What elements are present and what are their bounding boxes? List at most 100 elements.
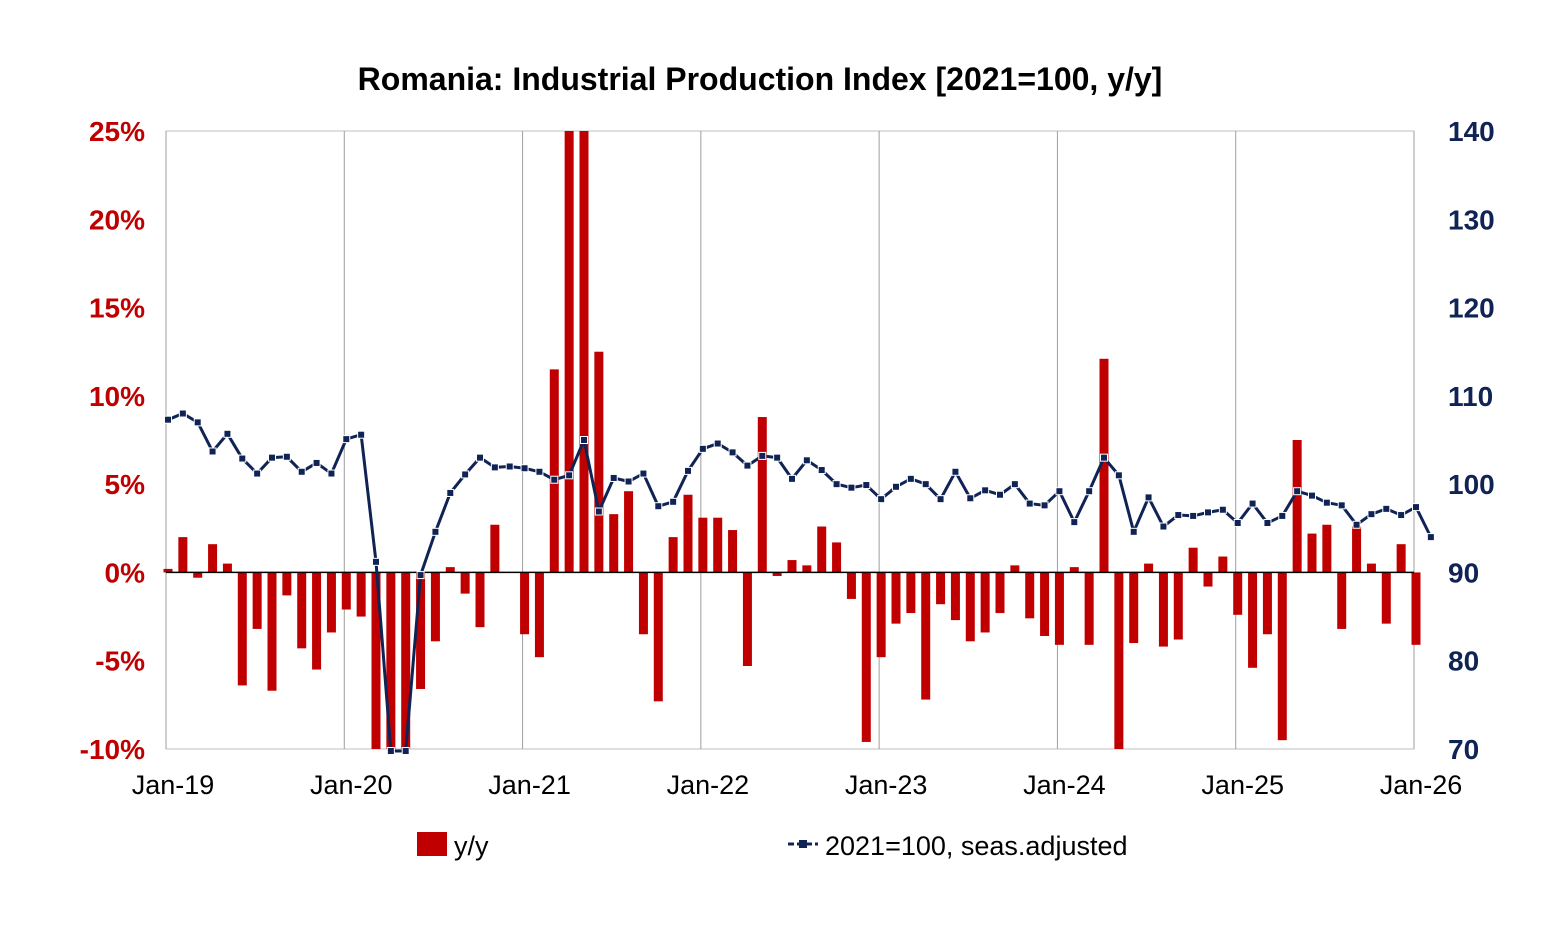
- index-point: [1426, 533, 1435, 542]
- index-point: [193, 418, 202, 427]
- left-tick-label: 10%: [89, 381, 145, 412]
- left-tick-label: 0%: [105, 557, 146, 588]
- index-point: [1278, 511, 1287, 520]
- bar-yy: [965, 572, 975, 642]
- legend-bar-swatch: [417, 832, 447, 856]
- index-point: [208, 447, 217, 456]
- bar-yy: [1173, 572, 1183, 640]
- index-point: [565, 471, 574, 480]
- bar-yy: [995, 572, 1005, 614]
- legend-label-yy: y/y: [454, 831, 489, 861]
- index-point: [698, 444, 707, 453]
- index-point: [1293, 487, 1302, 496]
- bar-yy: [1248, 572, 1258, 668]
- chart-title: Romania: Industrial Production Index [20…: [358, 61, 1163, 97]
- x-tick-label: Jan-24: [1023, 770, 1106, 800]
- bar-yy: [846, 572, 856, 599]
- index-point: [906, 474, 915, 483]
- index-point: [1144, 493, 1153, 502]
- bar-yy: [1396, 544, 1406, 573]
- index-point: [550, 475, 559, 484]
- right-tick-label: 70: [1448, 734, 1479, 765]
- index-point: [1085, 487, 1094, 496]
- index-point: [684, 466, 692, 475]
- bar-yy: [312, 572, 322, 670]
- index-point: [1129, 527, 1138, 536]
- bar-yy: [1218, 556, 1228, 573]
- index-point: [817, 466, 826, 475]
- left-tick-label: 5%: [105, 469, 146, 500]
- bar-yy: [341, 572, 351, 610]
- right-tick-label: 110: [1448, 381, 1493, 412]
- bar-yy: [728, 530, 738, 573]
- index-point: [1010, 480, 1019, 489]
- index-point: [936, 495, 945, 504]
- index-point: [178, 409, 187, 418]
- bar-yy: [594, 351, 604, 573]
- line-series-index: [164, 409, 1435, 755]
- bar-yy: [906, 572, 916, 614]
- x-tick-label: Jan-26: [1380, 770, 1463, 800]
- bar-yy: [772, 572, 782, 576]
- bar-yy: [1381, 572, 1391, 624]
- bar-yy: [1084, 572, 1094, 645]
- bar-yy: [1322, 524, 1332, 573]
- index-point: [1025, 499, 1034, 508]
- index-point: [1263, 518, 1272, 527]
- index-point: [1397, 511, 1406, 520]
- legend-label-index: 2021=100, seas.adjusted: [825, 831, 1128, 861]
- index-point: [535, 467, 544, 476]
- index-point: [773, 453, 782, 462]
- bar-yy: [282, 572, 292, 596]
- x-tick-label: Jan-19: [132, 770, 215, 800]
- index-point: [802, 456, 811, 465]
- bar-yy: [549, 369, 559, 573]
- bar-yy: [1099, 358, 1109, 573]
- index-point: [832, 480, 841, 489]
- bar-yy: [460, 572, 470, 594]
- index-point: [1100, 453, 1108, 462]
- index-point: [1040, 501, 1049, 510]
- right-tick-label: 100: [1448, 469, 1495, 500]
- bar-yy: [638, 572, 648, 635]
- bar-yy: [430, 572, 440, 642]
- index-point: [312, 458, 321, 467]
- right-tick-label: 120: [1448, 293, 1495, 324]
- index-point: [1308, 491, 1316, 500]
- index-point: [282, 452, 291, 461]
- index-point: [1114, 471, 1123, 480]
- index-point: [1070, 518, 1079, 527]
- bar-yy: [356, 572, 366, 617]
- bar-yy: [1337, 572, 1347, 629]
- index-point: [327, 469, 336, 478]
- bar-yy: [237, 572, 247, 686]
- index-point: [609, 473, 618, 482]
- bar-yy: [787, 560, 797, 573]
- bar-yy: [802, 565, 812, 573]
- bar-yy: [222, 563, 232, 573]
- index-point: [728, 448, 737, 457]
- bar-yy: [1025, 572, 1035, 619]
- index-point: [268, 453, 276, 462]
- x-tick-label: Jan-25: [1201, 770, 1284, 800]
- bar-yy: [1233, 572, 1243, 615]
- bar-yy: [1040, 572, 1050, 636]
- right-axis-ticks: 70 80 90 100 110 120 130 140: [1448, 116, 1495, 765]
- x-tick-label: Jan-23: [845, 770, 928, 800]
- bar-yy: [891, 572, 901, 624]
- index-point: [862, 481, 871, 490]
- index-point: [297, 467, 306, 476]
- index-point: [877, 495, 886, 504]
- bar-yy: [980, 572, 990, 633]
- index-point: [1337, 501, 1346, 510]
- bar-yy: [713, 517, 723, 573]
- index-point: [386, 747, 395, 755]
- bar-yy: [416, 572, 426, 689]
- bar-yy: [936, 572, 946, 605]
- bar-yy: [579, 131, 589, 573]
- legend: y/y 2021=100, seas.adjusted: [417, 831, 1128, 861]
- right-tick-label: 80: [1448, 646, 1479, 677]
- bar-yy: [163, 568, 173, 573]
- index-point: [1382, 504, 1391, 513]
